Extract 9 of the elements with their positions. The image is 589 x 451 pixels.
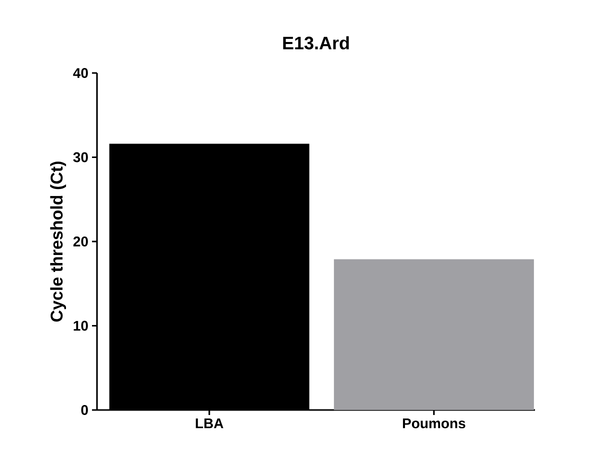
y-tick-label: 30	[73, 152, 88, 162]
y-tick-label: 0	[81, 405, 88, 415]
y-axis-title: Cycle threshold (Ct)	[50, 162, 66, 322]
x-tick-label: Poumons	[402, 418, 466, 428]
y-tick-label: 10	[74, 320, 88, 331]
y-tick-label: 20	[73, 236, 88, 246]
x-tick-label: LBA	[196, 418, 224, 428]
chart-title: E13.Ard	[283, 36, 349, 50]
y-tick-label: 40	[73, 68, 88, 78]
